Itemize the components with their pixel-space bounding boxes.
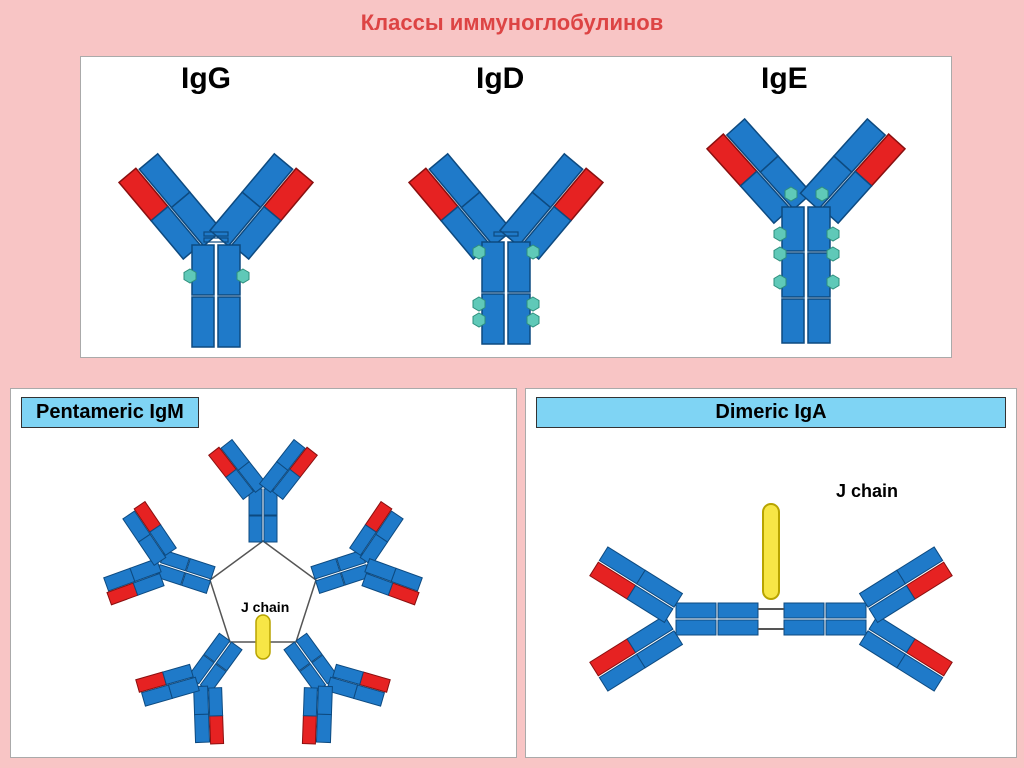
igd-diagram — [371, 97, 641, 357]
label-igg: IgG — [181, 62, 231, 96]
label-ige: IgE — [761, 62, 808, 96]
iga-header: Dimeric IgA — [536, 397, 1006, 428]
iga-diagram — [526, 434, 1016, 754]
igm-diagram-fix — [11, 417, 516, 757]
page-title: Классы иммуноглобулинов — [0, 0, 1024, 42]
igg-diagram — [81, 97, 351, 357]
ige-diagram — [661, 97, 951, 357]
iga-panel: Dimeric IgA J chain — [525, 388, 1017, 758]
igm-panel: Pentameric IgM J chain — [10, 388, 517, 758]
top-panel: IgG IgD IgE — [80, 56, 952, 358]
label-igd: IgD — [476, 62, 524, 96]
